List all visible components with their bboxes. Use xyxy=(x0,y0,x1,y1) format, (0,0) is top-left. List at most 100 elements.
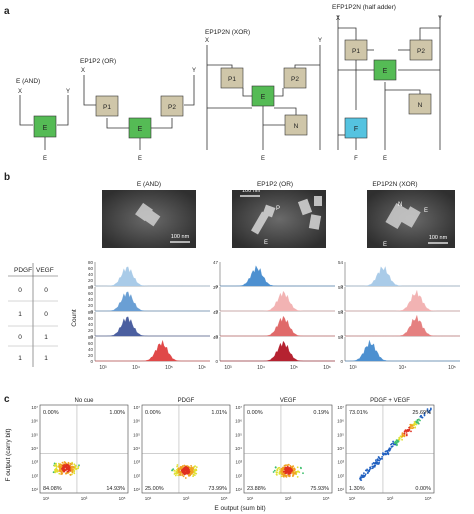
scatter-point xyxy=(282,466,284,469)
scatter-ytick: 10² xyxy=(31,473,38,478)
scatter-point xyxy=(70,468,73,471)
scatter-quadrant-percent: 1.01% xyxy=(211,410,227,416)
scatter-point xyxy=(376,461,378,463)
scatter-point xyxy=(284,464,286,467)
scatter-quadrant-percent: 14.93% xyxy=(106,486,125,492)
scatter-point xyxy=(275,471,278,474)
scatter-point xyxy=(398,436,401,439)
scatter-ytick: 10⁴ xyxy=(31,446,38,451)
histogram-ytick: 20 xyxy=(88,278,94,283)
scatter-xtick: 10⁵ xyxy=(119,496,126,501)
scatter-point xyxy=(359,477,362,480)
scatter-quadrant-percent: 25.69% xyxy=(412,410,431,416)
scatter-point xyxy=(55,462,57,465)
micrograph-xor-label-e2: E xyxy=(383,242,387,248)
scatter-point xyxy=(294,472,297,475)
scatter-ytick: 10⁵ xyxy=(235,432,242,437)
truth-r4-c1: 1 xyxy=(18,355,22,362)
scatter-point xyxy=(73,466,75,469)
scatter-point xyxy=(276,468,279,471)
histogram-ytick: 20 xyxy=(88,353,94,358)
micrograph-or xyxy=(232,190,326,248)
scatter-point xyxy=(195,468,198,471)
scatter-ytick: 10⁵ xyxy=(31,432,38,437)
scatter-point xyxy=(405,434,408,437)
scatter-xtick: 10³ xyxy=(387,496,394,501)
scatter-point xyxy=(70,465,73,468)
scatter-point xyxy=(366,472,369,474)
scatter-point xyxy=(58,469,61,471)
scatter-point xyxy=(65,472,67,475)
histogram-2-2: 540 xyxy=(338,310,460,339)
scatter-point xyxy=(182,475,185,478)
scatter-point xyxy=(77,467,79,470)
scatter-ylabel: F output (carry bit) xyxy=(5,428,12,481)
node-p2-xor-label: P2 xyxy=(291,76,299,83)
scatter-point xyxy=(410,424,412,427)
histogram-ytick: 0 xyxy=(340,334,343,339)
scatter-xtick: 10¹ xyxy=(349,496,356,501)
scatter-point xyxy=(296,476,299,478)
scatter-point xyxy=(182,467,185,470)
truth-r2-c2: 0 xyxy=(44,311,48,318)
histogram-ytick: 40 xyxy=(88,272,94,277)
scatter-ytick: 10⁴ xyxy=(235,446,242,451)
scatter-point xyxy=(280,470,283,472)
scatter-point xyxy=(405,433,408,435)
histogram-xtick: 10³ xyxy=(99,365,107,371)
micrograph-or-label-p: P xyxy=(276,206,280,212)
scatter-ytick: 10⁶ xyxy=(337,419,344,424)
scatter-point xyxy=(423,414,426,417)
histogram-ytick: 60 xyxy=(88,316,94,321)
node-p2-xor xyxy=(283,67,307,89)
scatter-xtick: 10³ xyxy=(81,496,88,501)
scatter-point xyxy=(410,430,412,433)
node-p2-or-label: P2 xyxy=(168,104,176,111)
scatter-point xyxy=(195,466,198,468)
scatter-point xyxy=(426,408,429,410)
scatter-ytick: 10⁶ xyxy=(235,419,242,424)
node-e-xor-label: E xyxy=(261,94,266,101)
scatter-point xyxy=(412,423,415,426)
scatter-point xyxy=(177,474,180,477)
scatter-quadrant-percent: 84.08% xyxy=(43,486,62,492)
scatter-point xyxy=(359,476,362,478)
histogram-ytick: 0 xyxy=(215,359,218,364)
histogram-xtick: 10⁵ xyxy=(165,365,173,371)
histogram-2-0: 540 xyxy=(338,260,460,289)
histogram-1-3: 400 xyxy=(213,335,335,364)
histogram-1-1: 370 xyxy=(213,285,335,314)
scatter-point xyxy=(292,465,295,467)
scatter-point xyxy=(420,415,422,417)
scatter-xtick: 10³ xyxy=(183,496,190,501)
histogram-ytick: 40 xyxy=(88,347,94,352)
scatter-point xyxy=(183,473,186,476)
truth-table-header-pdgf: PDGF xyxy=(14,267,32,274)
scatter-point xyxy=(78,464,80,467)
histogram-distribution xyxy=(345,314,460,337)
node-p1-or-label: P1 xyxy=(103,104,111,111)
scatter-point xyxy=(275,473,278,476)
panel-label-a: a xyxy=(4,6,10,17)
circuit-xor-input-x: X xyxy=(205,38,209,44)
scatter-xtick: 10¹ xyxy=(145,496,152,501)
scatter-point xyxy=(394,441,396,444)
histogram-xtick: 10⁵ xyxy=(290,365,298,371)
scatter-point xyxy=(192,475,195,478)
node-p1-ha-label: P1 xyxy=(352,48,360,55)
scatter-point xyxy=(364,474,366,477)
histogram-ytick: 60 xyxy=(88,266,94,271)
scatter-ytick: 10² xyxy=(133,473,140,478)
scatter-quadrant-percent: 73.01% xyxy=(349,410,368,416)
scatter-point xyxy=(58,466,61,468)
histogram-distribution xyxy=(220,340,335,362)
scatter-point xyxy=(55,466,58,468)
histogram-ytick: 40 xyxy=(88,297,94,302)
histogram-ytick: 54 xyxy=(338,335,344,340)
scatter-point xyxy=(408,428,411,431)
scatter-point xyxy=(393,443,395,446)
scatter-point xyxy=(60,466,62,469)
